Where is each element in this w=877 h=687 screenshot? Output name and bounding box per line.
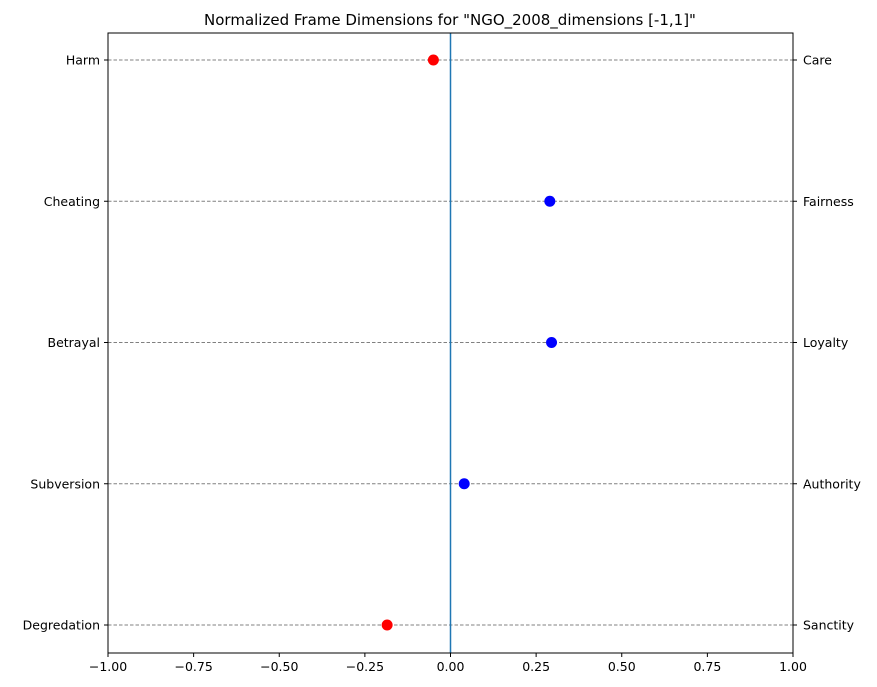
x-tick-label: −0.25 [346, 659, 384, 674]
x-tick-label: 0.00 [437, 659, 465, 674]
x-tick-label: 0.50 [608, 659, 636, 674]
left-tick-label: Harm [66, 53, 100, 68]
data-point [544, 195, 556, 207]
x-tick-label: −0.50 [260, 659, 298, 674]
axes-layer: Harm Care Cheating Fairness Betrayal Loyalty S… [23, 53, 862, 675]
x-tick-label: 0.25 [522, 659, 550, 674]
x-tick-label: 0.75 [693, 659, 721, 674]
left-tick-label: Cheating [44, 194, 100, 209]
x-tick-label: 1.00 [779, 659, 807, 674]
points-layer [381, 54, 558, 631]
left-tick-label: Degredation [23, 618, 100, 633]
x-tick-label: −0.75 [174, 659, 212, 674]
left-tick-label: Subversion [30, 476, 100, 491]
x-tick-label: −1.00 [89, 659, 127, 674]
chart-title: Normalized Frame Dimensions for "NGO_200… [204, 11, 696, 30]
right-tick-label: Care [803, 53, 832, 68]
right-tick-label: Fairness [803, 194, 854, 209]
right-tick-label: Authority [803, 476, 861, 491]
right-tick-label: Loyalty [803, 335, 849, 350]
data-point [546, 337, 558, 348]
left-tick-label: Betrayal [48, 335, 101, 350]
data-point [381, 619, 393, 631]
data-point [458, 478, 470, 490]
data-point [427, 54, 439, 66]
right-tick-label: Sanctity [803, 618, 855, 633]
